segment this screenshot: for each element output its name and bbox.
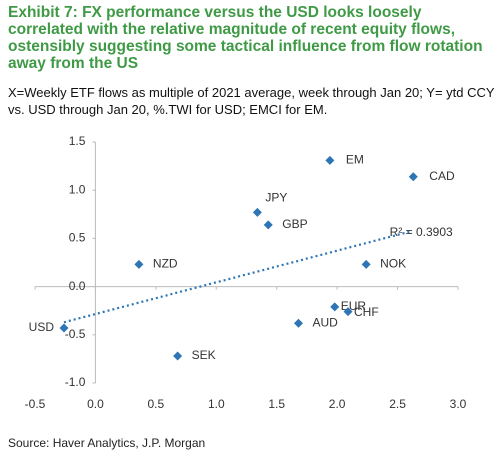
point	[173, 351, 183, 361]
y-tick-label: 1.0	[69, 182, 86, 196]
y-tick-label: 0.5	[69, 231, 86, 245]
point-label: CHF	[354, 305, 379, 319]
x-tick-label: 3.0	[450, 397, 467, 411]
y-tick-label: -1.0	[65, 375, 86, 389]
trendline-annotation: R² = 0.3903	[390, 225, 453, 239]
point	[134, 259, 144, 269]
y-tick-label: 0.0	[69, 279, 86, 293]
point-label: JPY	[265, 191, 287, 205]
point-label: AUD	[312, 315, 338, 329]
y-tick-label: -0.5	[65, 327, 86, 341]
point	[361, 259, 371, 269]
y-tick-label: 1.5	[69, 134, 86, 148]
x-tick-label: 1.5	[268, 397, 285, 411]
chart-subtitle: X=Weekly ETF flows as multiple of 2021 a…	[8, 85, 495, 117]
x-tick-label: 2.0	[329, 397, 346, 411]
chart-title: Exhibit 7: FX performance versus the USD…	[8, 4, 483, 72]
x-tick-label: 2.5	[389, 397, 406, 411]
x-tick-label: -0.5	[25, 397, 46, 411]
source-note: Source: Haver Analytics, J.P. Morgan	[8, 436, 206, 450]
point-label: CAD	[429, 169, 455, 183]
point	[252, 207, 262, 217]
point	[330, 302, 340, 312]
point-label: EM	[346, 152, 364, 166]
point	[408, 172, 418, 182]
x-tick-label: 0.0	[87, 397, 104, 411]
point-label: SEK	[192, 348, 216, 362]
point	[59, 323, 69, 333]
point-label: NOK	[380, 257, 406, 271]
point	[325, 155, 335, 165]
x-tick-label: 0.5	[148, 397, 165, 411]
x-tick-label: 1.0	[208, 397, 225, 411]
point-label: GBP	[282, 217, 307, 231]
point	[343, 307, 353, 317]
point	[293, 318, 303, 328]
point	[263, 220, 273, 230]
point-label: NZD	[153, 257, 178, 271]
point-label: USD	[29, 320, 55, 334]
